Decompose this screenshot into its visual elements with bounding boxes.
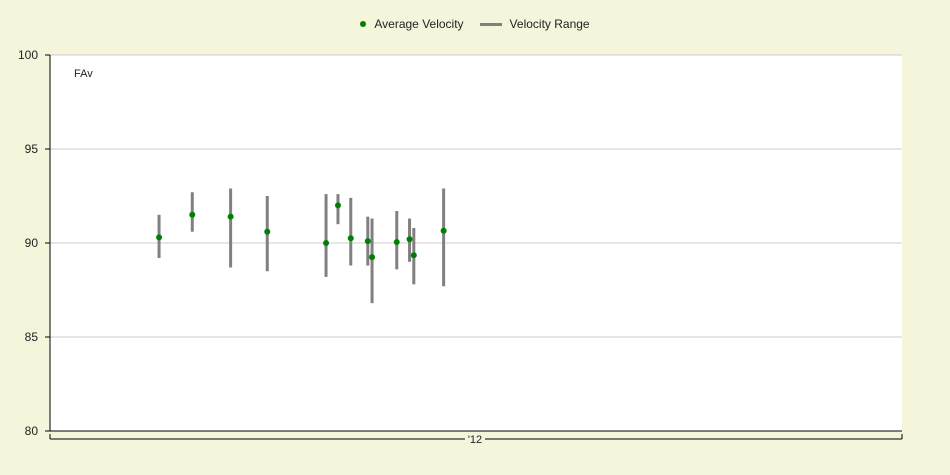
average-velocity-point [227,213,234,220]
average-velocity-point [406,236,413,243]
x-tick-label: '12 [468,434,482,446]
grid-layer [50,54,902,338]
legend-label-velocity-range: Velocity Range [509,17,590,31]
average-velocity-point [264,228,271,235]
chart-annotation: FAv [74,68,93,80]
y-tick-label-90: 90 [25,236,39,250]
legend-item-velocity-range: Velocity Range [479,17,590,31]
y-tick-label-85: 85 [25,330,39,344]
average-velocity-point [347,235,354,242]
y-tick-label-100: 100 [18,48,38,62]
legend-item-average-velocity: Average Velocity [360,17,464,31]
legend-dot-icon [360,21,367,27]
legend: Average Velocity Velocity Range [0,17,950,31]
average-velocity-point [410,252,417,259]
average-velocity-point [440,227,447,234]
average-velocity-point [156,234,163,241]
y-tick-label-95: 95 [25,142,39,156]
average-velocity-point [189,211,196,218]
legend-label-average-velocity: Average Velocity [374,17,464,31]
average-velocity-point [369,254,376,261]
average-velocity-point [364,238,371,245]
legend-line-icon [479,22,502,26]
average-velocity-point [393,239,400,246]
mark-layer [156,188,447,304]
axis-layer: 100 95 90 85 80 '12 [18,48,903,446]
average-velocity-point [334,202,341,209]
y-tick-label-80: 80 [25,424,39,438]
average-velocity-point [323,240,330,246]
